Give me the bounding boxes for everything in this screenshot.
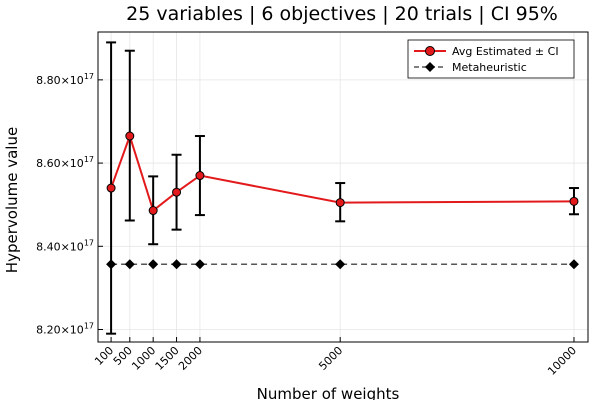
x-tick-label: 2000: [176, 344, 205, 373]
y-axis: 8.20×1017 8.40×1017 8.60×1017 8.80×1017: [36, 72, 103, 337]
data-point-metaheuristic: [568, 259, 579, 270]
data-point-metaheuristic: [124, 259, 135, 270]
chart-title: 25 variables | 6 objectives | 20 trials …: [126, 3, 558, 25]
data-point-metaheuristic: [171, 259, 182, 270]
data-point-metaheuristic: [148, 259, 159, 270]
data-point-metaheuristic: [106, 259, 117, 270]
data-point-avg: [148, 206, 158, 216]
y-tick-label: 8.80×1017: [36, 72, 94, 87]
legend-box: [407, 39, 575, 79]
y-axis-label: Hypervolume value: [3, 127, 21, 273]
data-point-avg: [335, 198, 345, 208]
grid: [98, 32, 588, 342]
legend: Avg Estimated ± CI Metaheuristic: [407, 39, 575, 79]
data-point-avg: [106, 183, 116, 193]
legend-marker-meta: [425, 62, 435, 72]
y-tick-label: 8.20×1017: [36, 322, 94, 337]
x-tick-label: 10000: [545, 344, 579, 378]
legend-label-avg: Avg Estimated ± CI: [452, 45, 559, 58]
y-tick-label: 8.60×1017: [36, 155, 94, 170]
data-point-avg: [195, 171, 205, 181]
x-tick-label: 1000: [129, 344, 158, 373]
plot-frame: [97, 31, 589, 343]
series-layer: [106, 41, 579, 335]
x-axis-label: Number of weights: [257, 385, 400, 400]
data-point-metaheuristic: [194, 259, 205, 270]
x-tick-label: 5000: [316, 344, 345, 373]
data-point-metaheuristic: [335, 259, 346, 270]
x-tick-label: 1500: [153, 344, 182, 373]
data-point-avg: [569, 196, 579, 206]
y-tick-label: 8.40×1017: [36, 238, 94, 253]
data-point-avg: [172, 187, 182, 197]
legend-label-meta: Metaheuristic: [452, 61, 527, 74]
legend-marker-avg: [425, 46, 435, 56]
data-point-avg: [125, 131, 135, 141]
